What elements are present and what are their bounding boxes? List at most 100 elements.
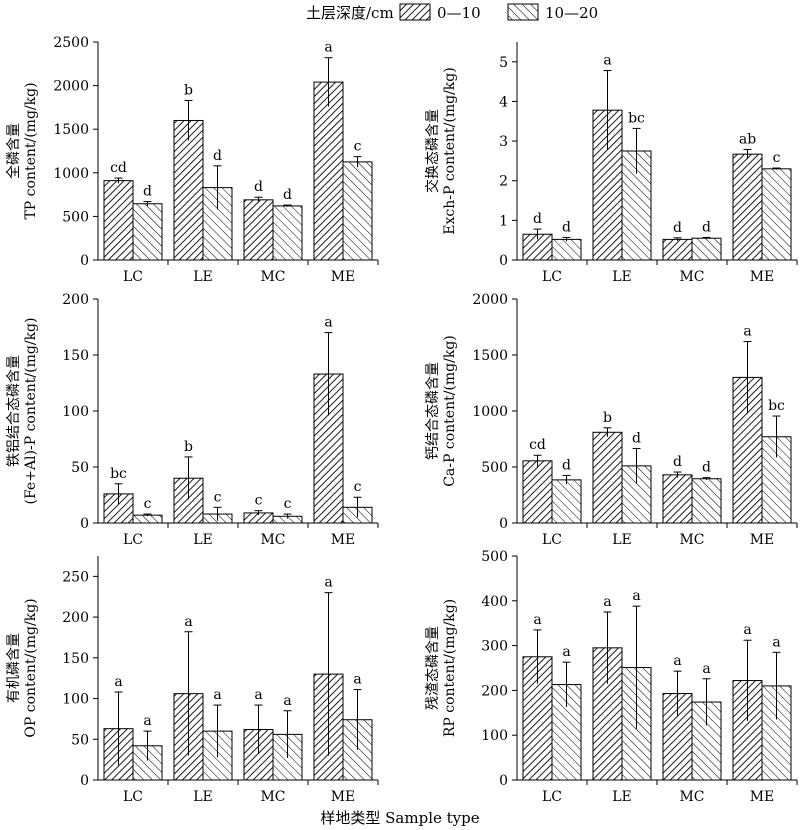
- y-tick-label: 150: [62, 348, 89, 364]
- y-tick-label: 0: [499, 516, 508, 532]
- y-tick-label: 2000: [53, 79, 89, 95]
- significance-letter: d: [283, 187, 292, 203]
- significance-letter: a: [283, 693, 291, 709]
- y-axis-title-en: Ca-P content/(mg/kg): [442, 335, 458, 487]
- chart-panel-5: 0 50 100 150 200 250 有机磷含量 OP content/(mg/kg) LC…: [6, 556, 379, 805]
- significance-letter: d: [213, 148, 222, 164]
- chart-panel-1: 0 500 1000 1500 2000 2500 全磷含量 TP content/(mg/k…: [5, 35, 379, 285]
- significance-letter: a: [743, 324, 751, 340]
- significance-letter: d: [562, 219, 571, 235]
- x-tick-label: MC: [679, 269, 704, 285]
- x-tick-label: LC: [123, 789, 143, 805]
- x-tick-label: ME: [750, 789, 775, 805]
- y-axis-title-cn: 铁铝结合态磷含量: [6, 355, 22, 467]
- chart-panel-3: 0 50 100 150 200 铁铝结合态磷含量 (Fe+Al)-P content/(m…: [6, 292, 379, 548]
- y-tick-label: 5: [499, 55, 508, 71]
- x-tick-label: ME: [331, 789, 356, 805]
- bar: [592, 431, 623, 524]
- significance-letter: c: [773, 150, 781, 166]
- y-axis-title-en: Exch-P content/(mg/kg): [442, 67, 458, 234]
- x-tick-label: LC: [123, 269, 143, 285]
- bar: [522, 460, 553, 524]
- y-tick-label: 300: [481, 639, 508, 655]
- legend: 土层深度/cm 0—10 10—20: [306, 3, 598, 22]
- bar: [551, 479, 582, 524]
- bar: [551, 238, 582, 261]
- significance-letter: d: [702, 460, 711, 476]
- x-tick-label: LE: [612, 789, 632, 805]
- significance-letter: c: [214, 489, 222, 505]
- y-tick-label: 3: [499, 134, 508, 150]
- x-tick-label: MC: [260, 532, 285, 548]
- bar: [132, 514, 163, 524]
- y-tick-label: 4: [499, 94, 508, 110]
- y-tick-label: 1500: [53, 122, 89, 138]
- x-tick-label: LC: [542, 532, 562, 548]
- y-tick-label: 0: [80, 516, 89, 532]
- significance-letter: a: [324, 40, 332, 56]
- y-tick-label: 200: [62, 292, 89, 308]
- significance-letter: a: [324, 575, 332, 591]
- bar: [662, 238, 693, 261]
- chart-panel-2: 0 1 2 3 4 5 交换态磷含量 Exch-P content/(mg/kg) LC d d LE…: [424, 42, 798, 285]
- y-tick-label: 1000: [53, 166, 89, 182]
- significance-letter: c: [354, 479, 362, 495]
- y-tick-label: 200: [62, 610, 89, 626]
- x-tick-label: MC: [260, 789, 285, 805]
- significance-letter: a: [254, 687, 262, 703]
- y-tick-label: 2000: [472, 292, 508, 308]
- x-tick-label: LC: [123, 532, 143, 548]
- bar: [132, 203, 163, 261]
- x-axis-title: 样地类型 Sample type: [320, 809, 479, 827]
- significance-letter: cd: [110, 160, 127, 176]
- y-tick-label: 150: [62, 651, 89, 667]
- significance-letter: a: [184, 614, 192, 630]
- significance-letter: a: [702, 661, 710, 677]
- x-tick-label: LE: [193, 532, 213, 548]
- x-tick-label: ME: [331, 532, 356, 548]
- y-tick-label: 2: [499, 174, 508, 190]
- legend-title: 土层深度/cm: [306, 4, 394, 22]
- y-tick-label: 400: [481, 594, 508, 610]
- significance-letter: a: [772, 634, 780, 650]
- x-tick-label: LC: [542, 269, 562, 285]
- significance-letter: b: [184, 82, 193, 98]
- x-tick-label: MC: [260, 269, 285, 285]
- y-axis-title-cn: 钙结合态磷含量: [425, 362, 441, 460]
- legend-label-0-10: 0—10: [437, 4, 481, 22]
- significance-letter: c: [284, 496, 292, 512]
- bar: [313, 81, 344, 261]
- significance-letter: bc: [768, 398, 785, 414]
- chart-panel-4: 0 500 1000 1500 2000 钙结合态磷含量 Ca-P content/(mg/…: [425, 292, 798, 548]
- x-tick-label: LE: [612, 269, 632, 285]
- y-axis-title-cn: 全磷含量: [5, 123, 22, 179]
- y-tick-label: 50: [71, 460, 89, 476]
- significance-letter: ab: [739, 131, 756, 147]
- y-tick-label: 500: [481, 549, 508, 565]
- y-tick-label: 500: [62, 209, 89, 225]
- y-axis-title-en: OP content/(mg/kg): [23, 598, 39, 737]
- significance-letter: a: [632, 588, 640, 604]
- significance-letter: a: [673, 653, 681, 669]
- x-tick-label: ME: [750, 269, 775, 285]
- significance-letter: a: [743, 622, 751, 638]
- y-tick-label: 1500: [472, 348, 508, 364]
- y-tick-label: 0: [80, 253, 89, 269]
- y-tick-label: 200: [481, 683, 508, 699]
- bar: [103, 180, 134, 261]
- significance-letter: d: [673, 454, 682, 470]
- bar: [691, 478, 722, 524]
- y-tick-label: 50: [71, 732, 89, 748]
- y-axis-title-cn: 残渣态磷含量: [425, 626, 441, 710]
- significance-letter: bc: [628, 110, 645, 126]
- x-tick-label: ME: [331, 269, 356, 285]
- y-tick-label: 1: [499, 213, 508, 229]
- significance-letter: a: [324, 315, 332, 331]
- significance-letter: a: [603, 594, 611, 610]
- y-tick-label: 250: [62, 569, 89, 585]
- legend-swatch-0-10: [399, 3, 431, 21]
- y-tick-label: 0: [499, 253, 508, 269]
- x-tick-label: MC: [679, 532, 704, 548]
- significance-letter: c: [354, 139, 362, 155]
